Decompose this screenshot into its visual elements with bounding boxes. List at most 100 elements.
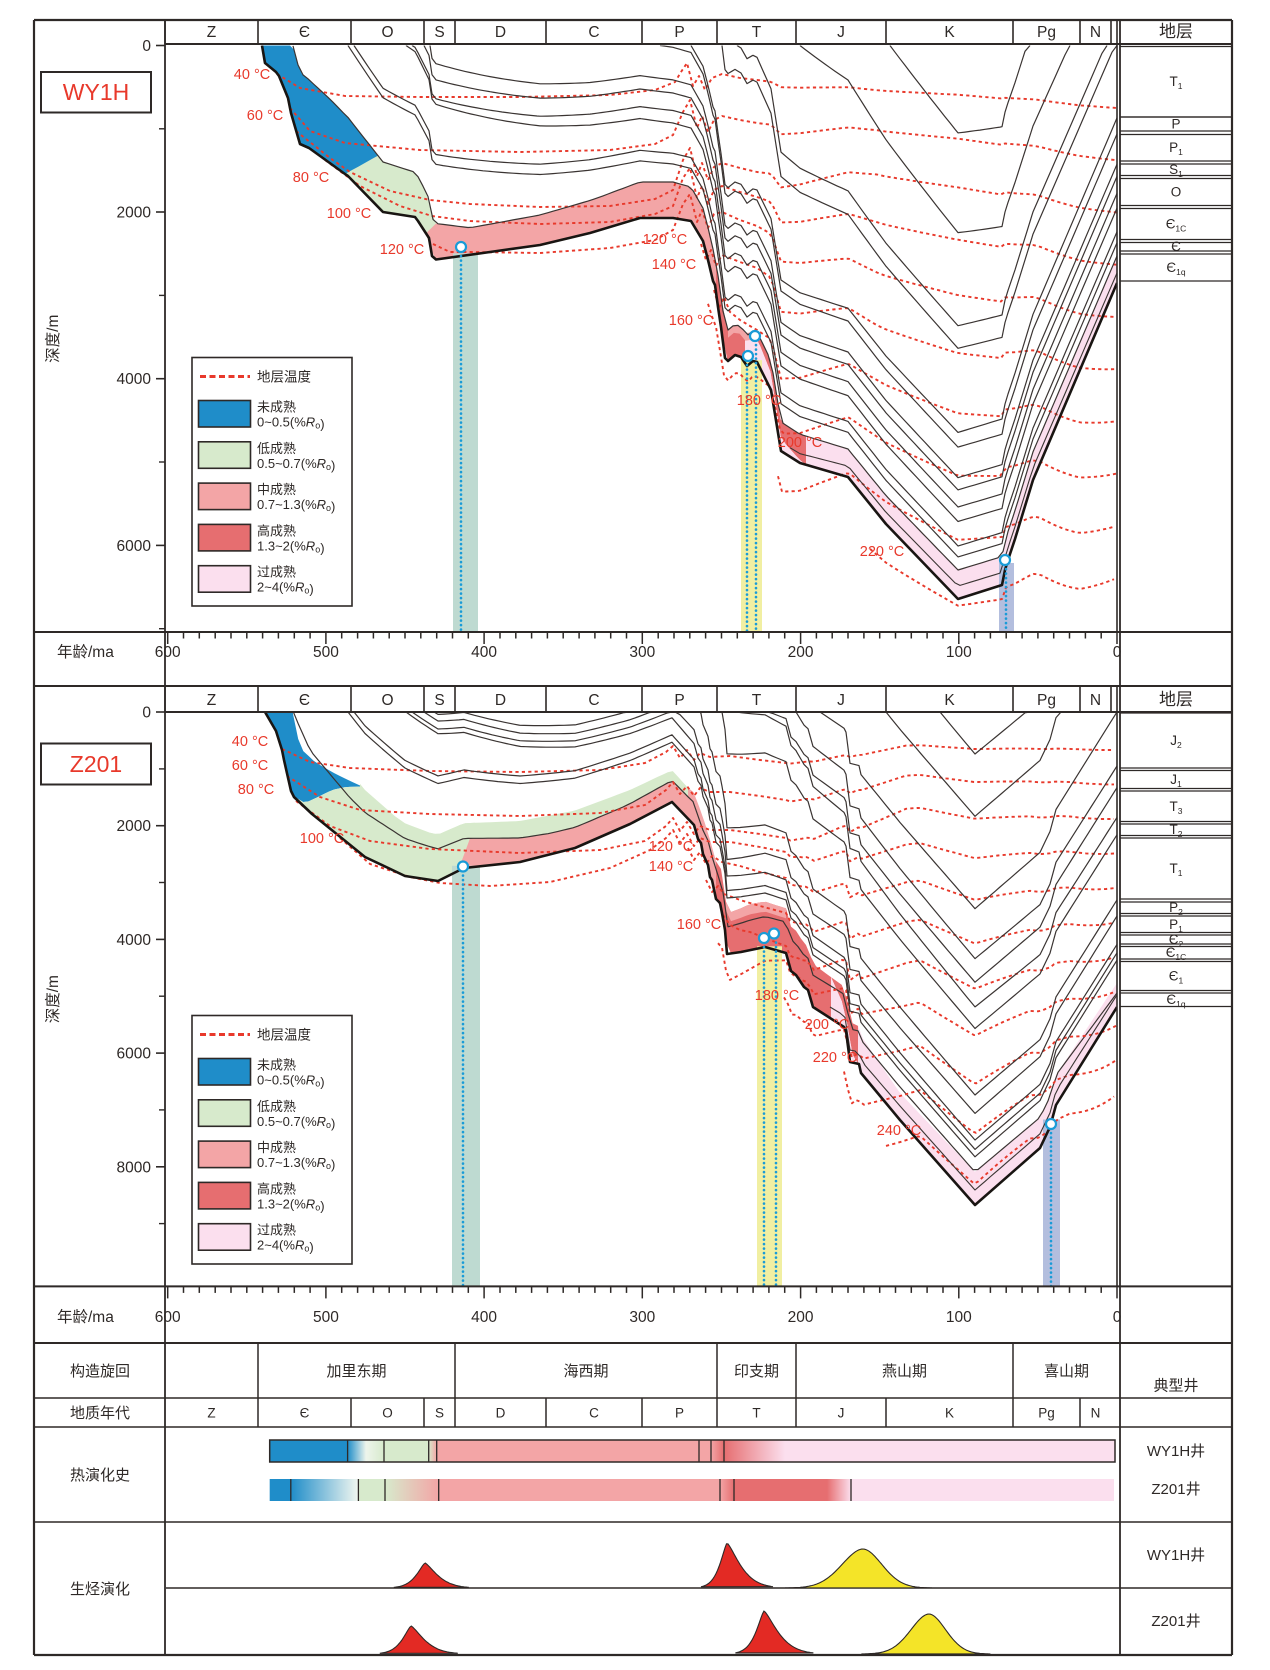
svg-text:Z201井: Z201井 [1151, 1481, 1200, 1498]
svg-text:N: N [1090, 692, 1101, 709]
svg-text:6000: 6000 [117, 538, 152, 555]
svg-text:P: P [1171, 117, 1180, 132]
svg-text:未成熟: 未成熟 [257, 1058, 296, 1073]
svg-text:0: 0 [142, 705, 151, 722]
svg-text:S: S [434, 24, 444, 41]
svg-text:年龄/ma: 年龄/ma [57, 643, 114, 661]
svg-text:2000: 2000 [117, 818, 152, 835]
svg-text:印支期: 印支期 [734, 1363, 779, 1380]
svg-text:200: 200 [788, 1309, 814, 1326]
svg-text:J: J [837, 24, 845, 41]
svg-text:P: P [675, 1406, 684, 1421]
svg-text:Є: Є [1171, 239, 1181, 254]
svg-text:120 °C: 120 °C [643, 232, 688, 248]
svg-text:500: 500 [313, 644, 339, 661]
svg-text:Є: Є [299, 692, 310, 709]
svg-text:C: C [588, 692, 599, 709]
svg-text:K: K [945, 1406, 954, 1421]
svg-text:过成熟: 过成熟 [257, 565, 296, 580]
svg-text:J1: J1 [1170, 772, 1182, 789]
svg-text:220 °C: 220 °C [813, 1050, 858, 1066]
svg-text:160 °C: 160 °C [677, 917, 722, 933]
svg-text:400: 400 [471, 1309, 497, 1326]
svg-text:N: N [1091, 1406, 1101, 1421]
svg-text:200 °C: 200 °C [778, 435, 823, 451]
svg-text:S: S [435, 1406, 444, 1421]
svg-text:60 °C: 60 °C [232, 758, 268, 774]
svg-text:O: O [381, 692, 393, 709]
svg-text:240 °C: 240 °C [877, 1123, 922, 1139]
svg-text:0: 0 [1113, 644, 1122, 661]
svg-text:120 °C: 120 °C [380, 242, 425, 258]
svg-text:400: 400 [471, 644, 497, 661]
svg-text:180 °C: 180 °C [755, 988, 800, 1004]
svg-text:深度/m: 深度/m [44, 315, 62, 363]
svg-text:深度/m: 深度/m [44, 975, 62, 1023]
svg-text:160 °C: 160 °C [669, 313, 714, 329]
svg-text:O: O [1171, 185, 1182, 200]
svg-text:0.7~1.3(%Ro): 0.7~1.3(%Ro) [257, 1155, 335, 1172]
svg-text:300: 300 [629, 1309, 655, 1326]
svg-text:燕山期: 燕山期 [882, 1363, 927, 1380]
svg-text:D: D [495, 692, 506, 709]
svg-text:2~4(%Ro): 2~4(%Ro) [257, 580, 314, 597]
svg-text:Z201井: Z201井 [1151, 1613, 1200, 1630]
svg-text:WY1H井: WY1H井 [1147, 1443, 1205, 1460]
svg-text:Pg: Pg [1037, 24, 1056, 41]
svg-text:140 °C: 140 °C [649, 859, 694, 875]
svg-text:地层温度: 地层温度 [257, 1028, 311, 1043]
svg-text:高成熟: 高成熟 [257, 523, 296, 538]
svg-text:4000: 4000 [117, 371, 152, 388]
svg-text:Pg: Pg [1038, 1406, 1055, 1421]
svg-text:1.3~2(%Ro): 1.3~2(%Ro) [257, 1196, 325, 1213]
svg-text:2~4(%Ro): 2~4(%Ro) [257, 1238, 314, 1255]
svg-text:P: P [674, 692, 684, 709]
svg-text:加里东期: 加里东期 [326, 1363, 386, 1380]
svg-text:海西期: 海西期 [563, 1363, 608, 1380]
svg-text:热演化史: 热演化史 [70, 1467, 130, 1484]
svg-text:0: 0 [142, 38, 151, 55]
svg-text:2000: 2000 [117, 205, 152, 222]
svg-text:Z: Z [207, 692, 216, 709]
svg-text:0.5~0.7(%Ro): 0.5~0.7(%Ro) [257, 1114, 335, 1131]
svg-text:低成熟: 低成熟 [257, 441, 296, 456]
svg-text:C: C [588, 24, 599, 41]
svg-text:200: 200 [788, 644, 814, 661]
svg-text:D: D [496, 1406, 506, 1421]
svg-text:构造旋回: 构造旋回 [70, 1363, 130, 1380]
svg-text:K: K [944, 692, 955, 709]
svg-text:40 °C: 40 °C [234, 67, 270, 83]
svg-text:100: 100 [946, 644, 972, 661]
svg-text:K: K [944, 24, 955, 41]
svg-text:低成熟: 低成熟 [257, 1099, 296, 1114]
svg-text:年龄/ma: 年龄/ma [57, 1308, 114, 1326]
svg-text:40 °C: 40 °C [232, 734, 268, 750]
svg-text:8000: 8000 [117, 1159, 152, 1176]
svg-text:140 °C: 140 °C [652, 257, 697, 273]
svg-text:0~0.5(%Ro): 0~0.5(%Ro) [257, 1073, 325, 1090]
svg-text:P: P [674, 24, 684, 41]
svg-text:高成熟: 高成熟 [257, 1181, 296, 1196]
svg-text:J: J [837, 692, 845, 709]
svg-text:地质年代: 地质年代 [70, 1405, 130, 1422]
svg-text:N: N [1090, 24, 1101, 41]
svg-text:0~0.5(%Ro): 0~0.5(%Ro) [257, 415, 325, 432]
svg-text:6000: 6000 [117, 1046, 152, 1063]
svg-text:D: D [495, 24, 506, 41]
svg-text:80 °C: 80 °C [238, 782, 274, 798]
svg-text:100 °C: 100 °C [327, 206, 372, 222]
svg-text:60 °C: 60 °C [247, 108, 283, 124]
svg-text:200 °C: 200 °C [805, 1017, 850, 1033]
svg-text:典型井: 典型井 [1153, 1378, 1198, 1395]
svg-text:WY1H井: WY1H井 [1147, 1547, 1205, 1564]
svg-text:中成熟: 中成熟 [257, 482, 296, 497]
svg-text:J2: J2 [1170, 733, 1182, 750]
svg-text:中成熟: 中成熟 [257, 1140, 296, 1155]
svg-text:O: O [381, 24, 393, 41]
svg-text:0.7~1.3(%Ro): 0.7~1.3(%Ro) [257, 497, 335, 514]
svg-text:1.3~2(%Ro): 1.3~2(%Ro) [257, 538, 325, 555]
svg-text:Pg: Pg [1037, 692, 1056, 709]
svg-text:120 °C: 120 °C [649, 839, 694, 855]
svg-text:100: 100 [946, 1309, 972, 1326]
svg-text:4000: 4000 [117, 932, 152, 949]
